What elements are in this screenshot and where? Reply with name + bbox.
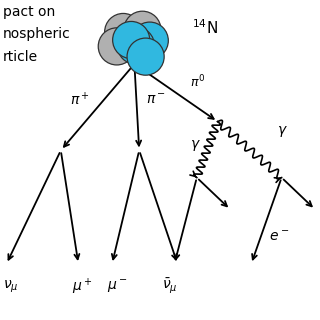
Text: $^{14}$N: $^{14}$N xyxy=(192,18,218,36)
Text: $\gamma$: $\gamma$ xyxy=(190,138,201,153)
Circle shape xyxy=(113,21,150,59)
Circle shape xyxy=(117,27,155,64)
Circle shape xyxy=(127,38,164,75)
Text: $\pi^-$: $\pi^-$ xyxy=(146,92,166,106)
Circle shape xyxy=(98,28,135,65)
Text: $\pi^0$: $\pi^0$ xyxy=(190,73,205,90)
Text: $\mu^+$: $\mu^+$ xyxy=(72,276,92,297)
Text: $\bar{\nu}_\mu$: $\bar{\nu}_\mu$ xyxy=(162,277,177,296)
Text: $e^-$: $e^-$ xyxy=(269,230,289,244)
Circle shape xyxy=(105,13,142,51)
Circle shape xyxy=(131,22,168,59)
Text: pact on: pact on xyxy=(3,5,55,19)
Text: $\pi^+$: $\pi^+$ xyxy=(70,91,90,108)
Text: nospheric: nospheric xyxy=(3,27,71,41)
Circle shape xyxy=(124,11,161,48)
Text: rticle: rticle xyxy=(3,50,38,64)
Text: $\mu^-$: $\mu^-$ xyxy=(107,278,128,295)
Text: $\gamma$: $\gamma$ xyxy=(277,124,288,139)
Text: $\nu_\mu$: $\nu_\mu$ xyxy=(3,278,19,294)
